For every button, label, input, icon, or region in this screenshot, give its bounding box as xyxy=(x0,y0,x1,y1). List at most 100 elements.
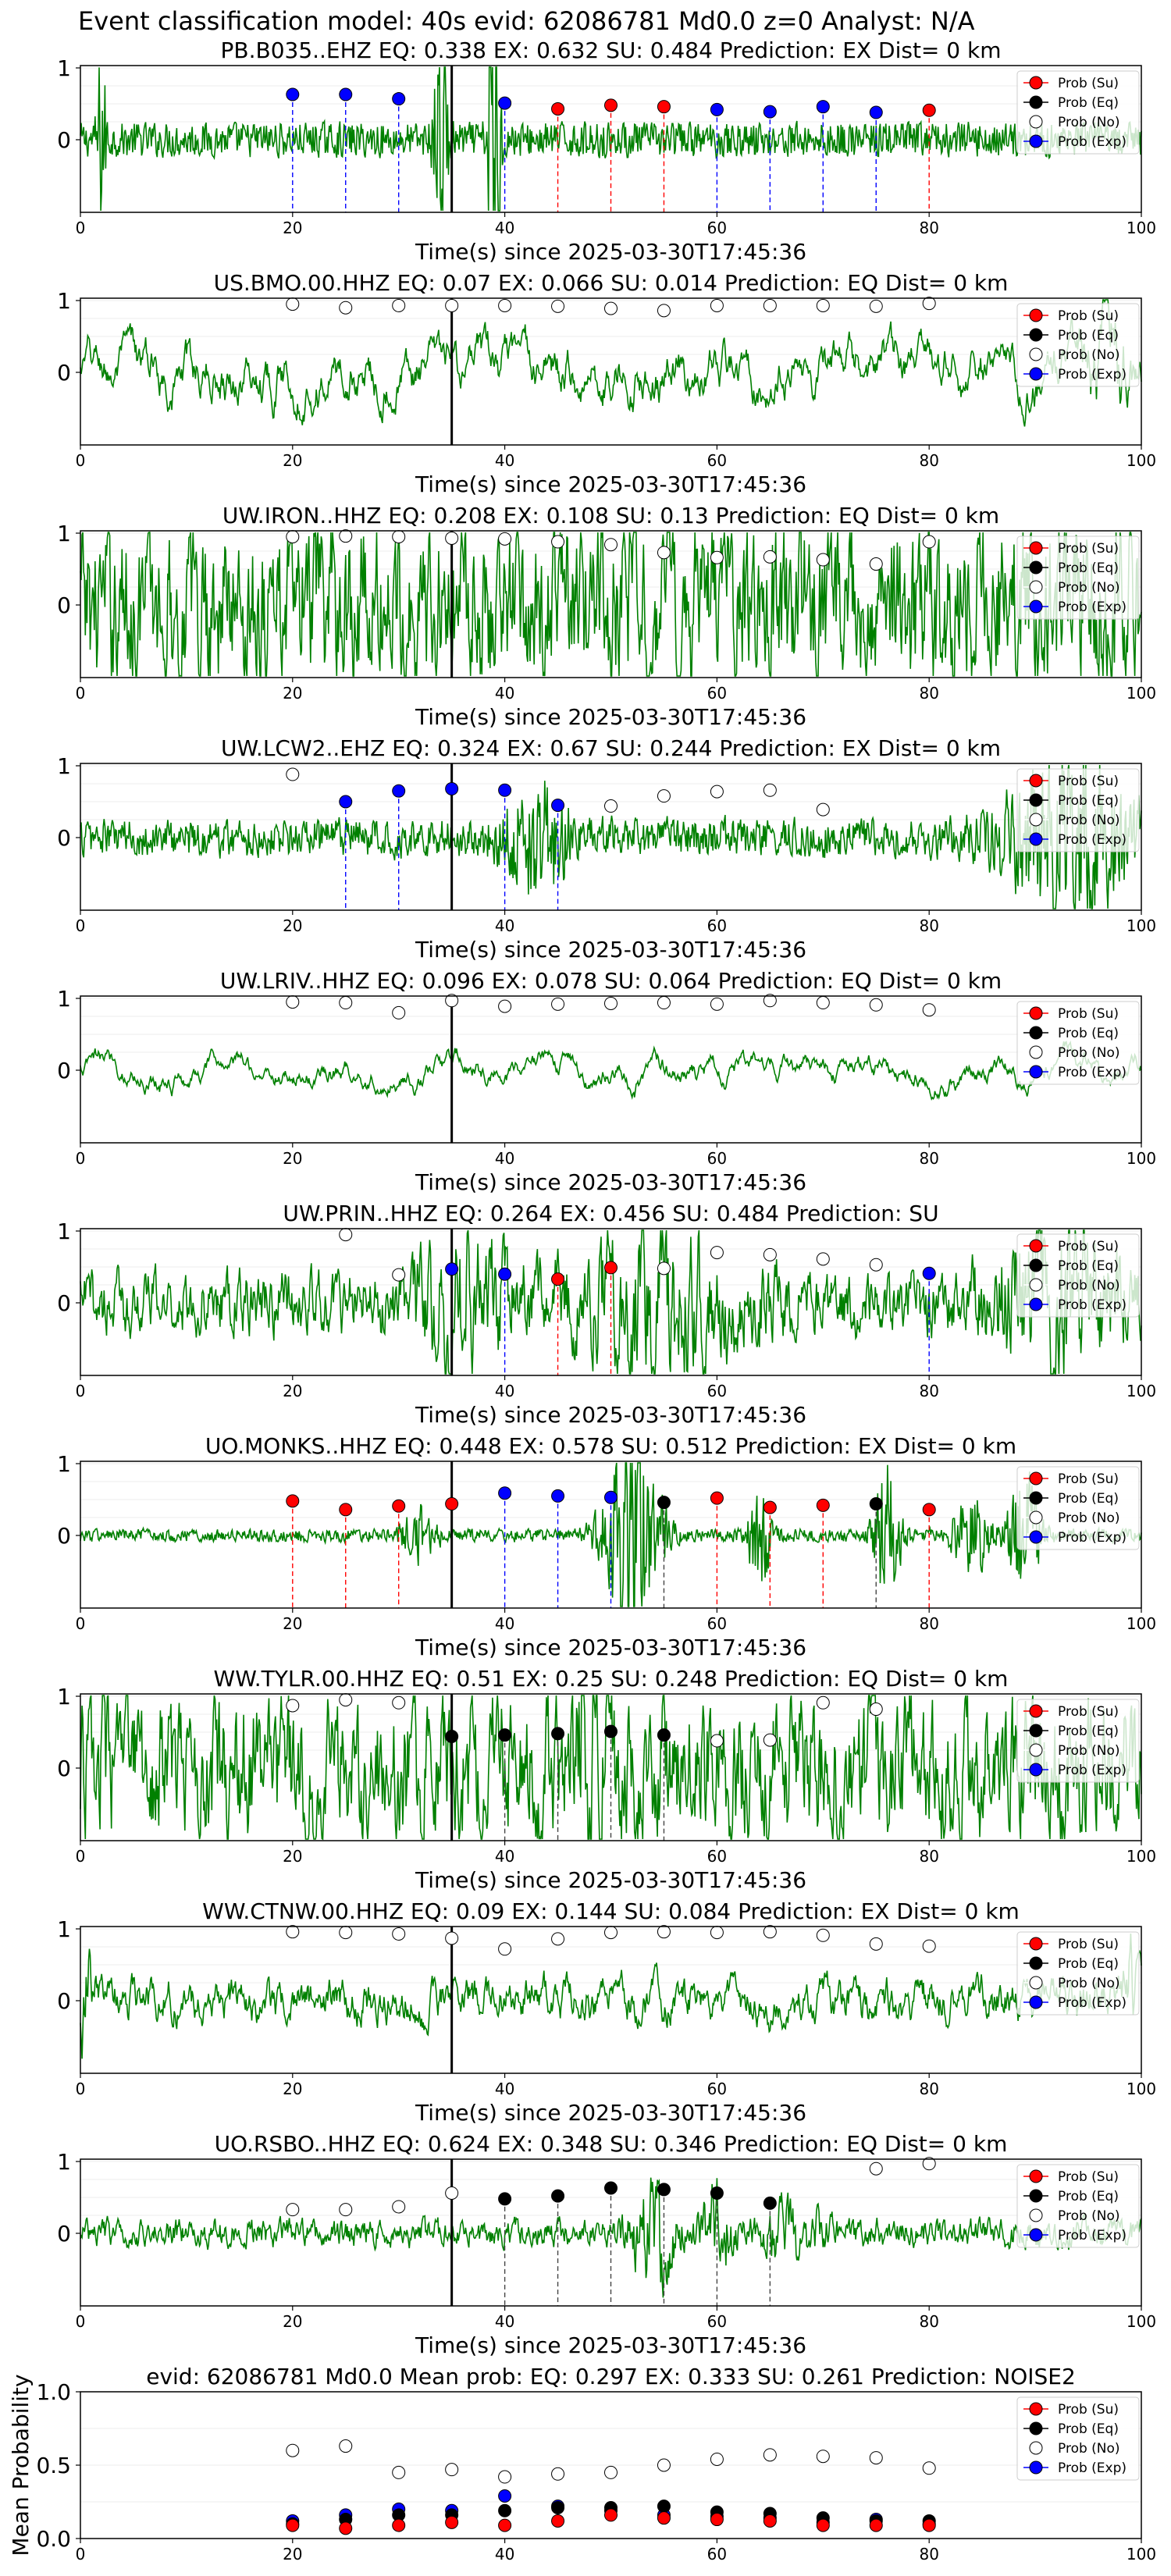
mean-prob-point-no xyxy=(816,2450,830,2464)
legend-label: Prob (Eq) xyxy=(1058,1724,1119,1739)
prob-point-no xyxy=(604,1926,618,1940)
legend-marker xyxy=(1029,813,1043,827)
legend-marker xyxy=(1029,1065,1043,1079)
prob-point-no xyxy=(763,1247,777,1261)
prob-point-eq xyxy=(657,2183,671,2197)
prob-point-exp xyxy=(551,799,565,813)
x-tick-label: 0 xyxy=(76,916,86,935)
legend-label: Prob (Su) xyxy=(1058,1239,1119,1254)
legend-label: Prob (Eq) xyxy=(1058,2189,1119,2204)
y-tick-label: 1.0 xyxy=(36,2379,71,2405)
prob-point-su xyxy=(392,1499,406,1513)
legend-marker xyxy=(1029,2460,1043,2475)
prob-point-exp xyxy=(763,105,777,119)
y-tick-label: 0 xyxy=(57,2221,71,2247)
y-tick-label: 0 xyxy=(57,1058,71,1083)
plot-area xyxy=(80,1927,1141,2073)
legend-marker xyxy=(1029,774,1043,788)
mean-prob-point-no xyxy=(922,2461,936,2475)
y-tick-label: 0 xyxy=(57,592,71,618)
x-tick-label: 0 xyxy=(76,1847,86,1866)
prob-point-no xyxy=(869,557,883,571)
legend-label: Prob (Eq) xyxy=(1058,95,1119,111)
legend-label: Prob (No) xyxy=(1058,2208,1120,2224)
x-tick-label: 0 xyxy=(76,2545,86,2564)
legend-label: Prob (Exp) xyxy=(1058,600,1127,615)
legend-marker xyxy=(1029,347,1043,361)
panel-title: evid: 62086781 Md0.0 Mean prob: EQ: 0.29… xyxy=(146,2364,1076,2389)
x-tick-label: 0 xyxy=(76,684,86,703)
x-tick-label: 80 xyxy=(919,1847,938,1866)
x-tick-label: 60 xyxy=(707,2312,727,2331)
legend-marker xyxy=(1029,1976,1043,1990)
prob-point-no xyxy=(392,2200,406,2214)
panel-title: UW.LRIV..HHZ EQ: 0.096 EX: 0.078 SU: 0.0… xyxy=(220,968,1002,994)
prob-point-eq xyxy=(604,2181,618,2195)
prob-point-eq xyxy=(710,2186,724,2200)
prob-point-no xyxy=(763,1733,777,1747)
legend-label: Prob (Su) xyxy=(1058,76,1119,91)
legend-label: Prob (No) xyxy=(1058,813,1120,828)
prob-point-no xyxy=(869,998,883,1012)
prob-point-no xyxy=(392,530,406,544)
legend-box xyxy=(1016,1233,1140,1318)
mean-prob-point-no xyxy=(445,2463,459,2477)
mean-prob-point-su xyxy=(816,2518,830,2532)
prob-point-no xyxy=(445,531,459,545)
x-axis-label: Time(s) since 2025-03-30T17:45:36 xyxy=(415,239,806,265)
legend-label: Prob (Exp) xyxy=(1058,134,1127,150)
prob-point-no xyxy=(392,298,406,312)
panel-title: PB.B035..EHZ EQ: 0.338 EX: 0.632 SU: 0.4… xyxy=(220,37,1001,63)
x-tick-label: 40 xyxy=(495,1847,514,1866)
waveform-trace xyxy=(80,66,1142,212)
prob-point-no xyxy=(710,298,724,312)
prob-point-no xyxy=(710,997,724,1011)
legend-box xyxy=(1016,2396,1140,2481)
legend-label: Prob (Eq) xyxy=(1058,560,1119,576)
x-tick-label: 20 xyxy=(283,219,302,237)
legend-label: Prob (No) xyxy=(1058,1045,1120,1061)
y-tick-label: 1 xyxy=(57,1916,71,1942)
legend-label: Prob (Eq) xyxy=(1058,1258,1119,1274)
y-tick-label: 1 xyxy=(57,55,71,81)
legend-label: Prob (Su) xyxy=(1058,1471,1119,1487)
x-tick-label: 80 xyxy=(919,2545,938,2564)
legend-marker xyxy=(1029,2441,1043,2455)
prob-point-no xyxy=(763,550,777,564)
legend-marker xyxy=(1029,580,1043,594)
legend-box xyxy=(1016,1001,1140,1085)
legend-label: Prob (Su) xyxy=(1058,774,1119,789)
prob-point-eq xyxy=(445,1730,459,1744)
prob-point-exp xyxy=(551,1489,565,1503)
x-tick-label: 100 xyxy=(1127,916,1156,935)
legend-box xyxy=(1016,2164,1140,2248)
y-tick-label: 1 xyxy=(57,1451,71,1477)
x-tick-label: 80 xyxy=(919,2080,938,2098)
legend-marker xyxy=(1029,1006,1043,1020)
x-tick-label: 60 xyxy=(707,684,727,703)
legend-marker xyxy=(1029,1258,1043,1272)
legend-marker xyxy=(1029,328,1043,342)
prob-point-exp xyxy=(392,784,406,798)
x-tick-label: 20 xyxy=(283,916,302,935)
x-tick-label: 0 xyxy=(76,1382,86,1400)
x-axis-label: Time(s) since 2025-03-30T17:45:36 xyxy=(415,1402,806,1428)
legend-marker xyxy=(1029,367,1043,381)
x-tick-label: 80 xyxy=(919,2312,938,2331)
x-tick-label: 100 xyxy=(1127,1149,1156,1168)
prob-point-no xyxy=(286,1925,300,1939)
x-tick-label: 40 xyxy=(495,916,514,935)
plot-frame xyxy=(80,1461,1142,1609)
prob-point-su xyxy=(339,1503,353,1517)
plot-area xyxy=(80,996,1141,1143)
legend-marker xyxy=(1029,1239,1043,1253)
x-tick-label: 20 xyxy=(283,1382,302,1400)
prob-point-no xyxy=(710,785,724,799)
x-tick-label: 20 xyxy=(283,1614,302,1633)
legend-label: Prob (Eq) xyxy=(1058,328,1119,343)
